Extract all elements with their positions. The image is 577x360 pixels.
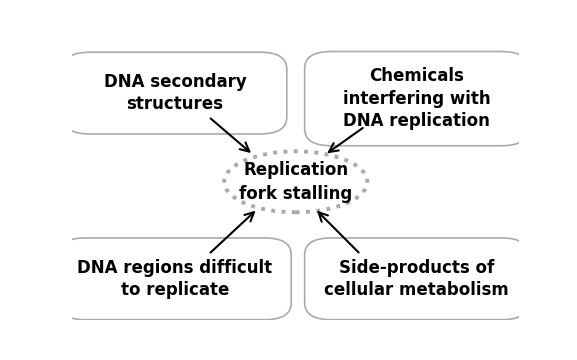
Text: Chemicals
interfering with
DNA replication: Chemicals interfering with DNA replicati… bbox=[343, 67, 490, 130]
FancyBboxPatch shape bbox=[305, 51, 529, 146]
Text: DNA regions difficult
to replicate: DNA regions difficult to replicate bbox=[77, 259, 272, 299]
FancyBboxPatch shape bbox=[63, 52, 287, 134]
Text: DNA secondary
structures: DNA secondary structures bbox=[104, 73, 246, 113]
Text: Replication
fork stalling: Replication fork stalling bbox=[239, 161, 353, 203]
Text: Side-products of
cellular metabolism: Side-products of cellular metabolism bbox=[324, 259, 509, 299]
FancyBboxPatch shape bbox=[305, 238, 529, 320]
FancyBboxPatch shape bbox=[59, 238, 291, 320]
